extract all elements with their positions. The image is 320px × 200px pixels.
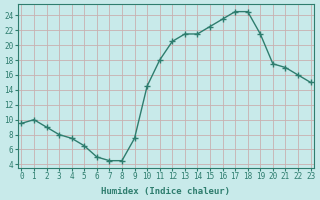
X-axis label: Humidex (Indice chaleur): Humidex (Indice chaleur) — [101, 187, 230, 196]
